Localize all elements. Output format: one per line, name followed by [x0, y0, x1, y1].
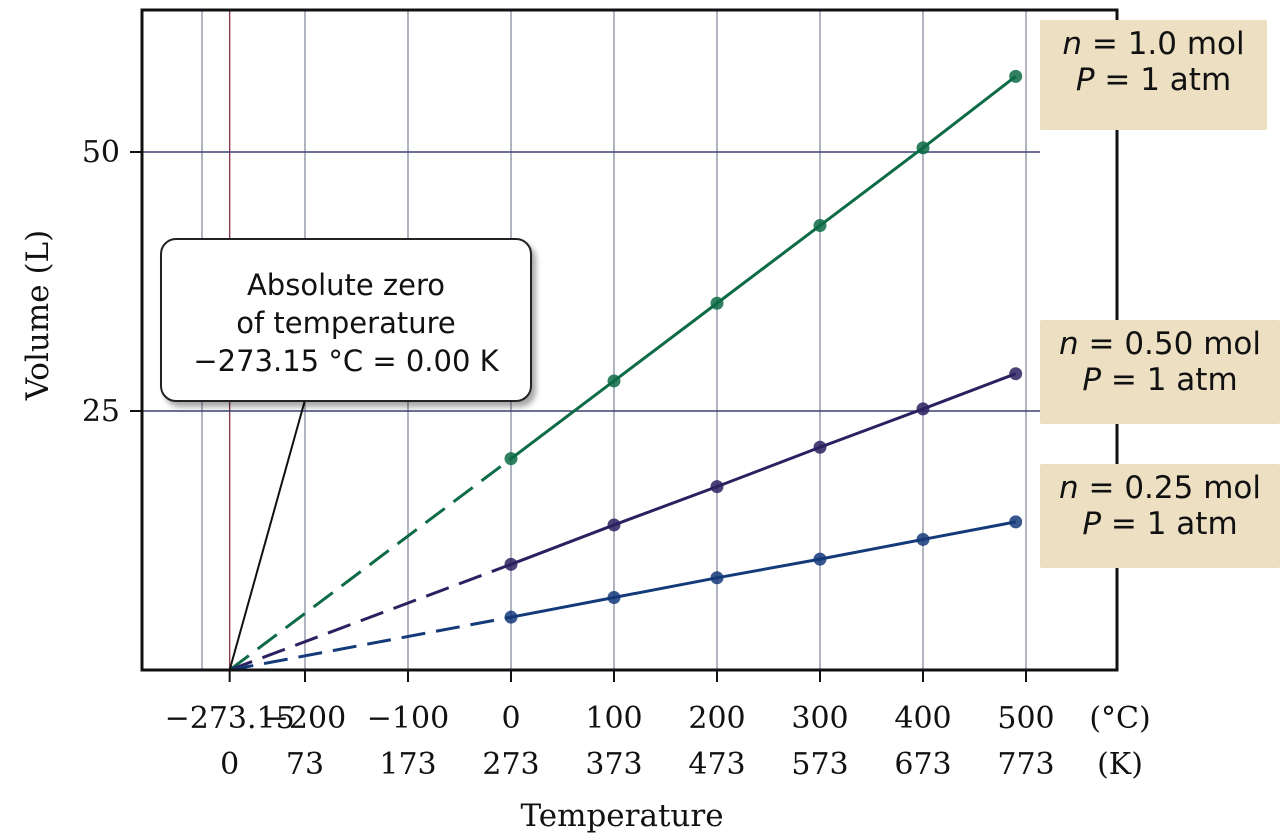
data-point: [916, 532, 930, 546]
label-n-var: n: [1059, 326, 1079, 362]
x-tick-label-kelvin: 73: [286, 747, 324, 782]
x-tick-label-celsius: 300: [791, 701, 848, 736]
data-point: [607, 590, 621, 604]
x-tick-label-celsius: 400: [894, 701, 951, 736]
callout-line-3: −273.15 °C = 0.00 K: [193, 344, 499, 378]
label-n-value: = 1.0 mol: [1082, 26, 1245, 62]
label-p-value: = 1 atm: [1101, 506, 1238, 542]
tick-labels: −273.15 0 −200 73 −100 173 0 273 100 373 200 473 300…: [82, 135, 1055, 782]
data-point: [504, 610, 518, 624]
absolute-zero-callout: Absolute zero of temperature −273.15 °C …: [160, 238, 532, 402]
series-line: [510, 520, 1016, 619]
data-point: [504, 557, 518, 571]
data-point: [504, 452, 518, 466]
data-point: [710, 571, 724, 585]
data-point: [1009, 69, 1023, 83]
data-point: [607, 518, 621, 532]
callout-pointer-line: [228, 399, 306, 671]
label-p-value: = 1 atm: [1094, 62, 1232, 98]
x-tick-label-kelvin: 173: [379, 747, 436, 782]
x-tick-label-kelvin: 473: [688, 747, 745, 782]
label-p-value: = 1 atm: [1101, 362, 1238, 398]
x-tick-label-celsius: −100: [367, 701, 449, 736]
x-tick-label-kelvin: 673: [894, 747, 951, 782]
label-n-var: n: [1062, 26, 1083, 62]
x-tick-label-kelvin: 373: [585, 747, 642, 782]
data-point: [813, 440, 827, 454]
x-unit-kelvin: (K): [1097, 747, 1143, 782]
callout-line-2: of temperature: [236, 306, 456, 340]
data-point: [813, 219, 827, 233]
x-tick-label-celsius: 100: [585, 701, 642, 736]
series-line: [510, 75, 1017, 460]
y-axis-title: Volume (L): [20, 230, 56, 401]
x-tick-label-celsius: −273.15: [165, 701, 295, 736]
label-p-var: P: [1082, 506, 1102, 542]
series-label-025mol: n = 0.25 mol P = 1 atm: [1040, 464, 1280, 568]
series-layer: [228, 69, 1023, 672]
series-line: [510, 372, 1017, 566]
x-tick-label-kelvin: 273: [482, 747, 539, 782]
data-point: [916, 141, 930, 155]
axis-ticks: [130, 151, 1027, 682]
x-tick-label-celsius: 500: [997, 701, 1054, 736]
data-point: [916, 402, 930, 416]
series-extrapolation-dashed: [228, 457, 512, 672]
data-point: [813, 552, 827, 566]
y-tick-label: 25: [82, 394, 120, 429]
label-n-value: = 0.25 mol: [1078, 470, 1262, 506]
series-label-050mol: n = 0.50 mol P = 1 atm: [1040, 320, 1280, 424]
data-point: [710, 480, 724, 494]
x-tick-label-celsius: 200: [688, 701, 745, 736]
data-point: [1009, 367, 1023, 381]
label-n-value: = 0.50 mol: [1078, 326, 1262, 362]
x-axis-title: Temperature: [520, 798, 723, 834]
x-tick-label-celsius: −200: [264, 701, 346, 736]
x-tick-label-celsius: 0: [501, 701, 520, 736]
series-extrapolation-dashed: [229, 562, 512, 672]
data-point: [1009, 515, 1023, 529]
x-tick-label-kelvin: 573: [791, 747, 848, 782]
x-tick-label-kelvin: 0: [220, 747, 239, 782]
data-point: [710, 296, 724, 310]
series-extrapolation-dashed: [229, 615, 512, 672]
x-unit-celsius: (°C): [1089, 701, 1150, 736]
data-point: [607, 374, 621, 388]
label-n-var: n: [1059, 470, 1079, 506]
x-tick-label-kelvin: 773: [997, 747, 1054, 782]
label-p-var: P: [1082, 362, 1102, 398]
label-p-var: P: [1075, 62, 1095, 98]
callout-line-1: Absolute zero: [246, 268, 446, 302]
series-label-1mol: n = 1.0 mol P = 1 atm: [1040, 20, 1267, 130]
y-tick-label: 50: [82, 135, 120, 170]
